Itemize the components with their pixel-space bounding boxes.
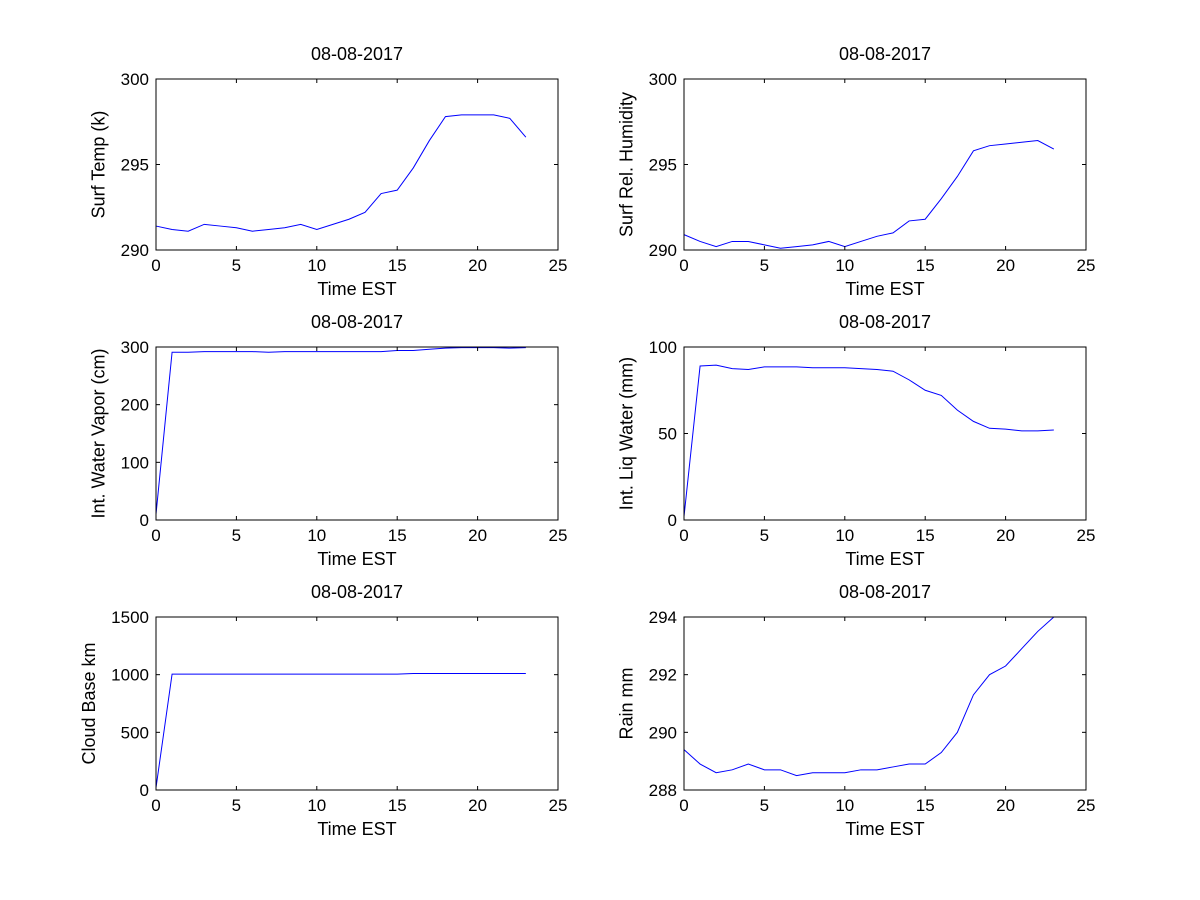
chart-title: 08-08-2017 <box>311 312 403 332</box>
x-tick-label: 15 <box>916 796 935 815</box>
x-tick-label: 20 <box>996 796 1015 815</box>
chart-title: 08-08-2017 <box>311 44 403 64</box>
x-tick-label: 20 <box>468 526 487 545</box>
y-tick-label: 100 <box>121 453 149 472</box>
subplot-4: 08-08-2017 0 5 10 15 20 25 0 50 100 Time EST Int. L… <box>617 312 1096 569</box>
x-tick-label: 20 <box>468 796 487 815</box>
y-tick-label: 290 <box>649 723 677 742</box>
axes-frame <box>155 346 559 521</box>
x-tick-label: 0 <box>679 796 688 815</box>
y-tick-label: 300 <box>121 338 149 357</box>
y-tick-label: 1500 <box>111 608 149 627</box>
x-tick-label: 25 <box>1077 796 1096 815</box>
x-tick-label: 10 <box>307 526 326 545</box>
x-tick-label: 5 <box>232 256 241 275</box>
x-axis-label: Time EST <box>317 279 396 299</box>
x-tick-label: 15 <box>388 256 407 275</box>
series-line <box>683 140 1055 249</box>
y-tick-label: 100 <box>649 338 677 357</box>
x-tick-label: 25 <box>549 256 568 275</box>
x-tick-label: 15 <box>388 526 407 545</box>
y-axis-label: Surf Rel. Humidity <box>617 92 637 237</box>
x-tick-label: 25 <box>549 796 568 815</box>
axes-frame <box>683 78 1087 251</box>
x-tick-label: 10 <box>835 796 854 815</box>
x-axis-label: Time EST <box>845 279 924 299</box>
y-tick-label: 290 <box>121 241 149 260</box>
subplot-2: 08-08-2017 0 5 10 15 20 25 290 295 300 Time EST Sur… <box>617 44 1096 299</box>
y-axis-label: Int. Liq Water (mm) <box>617 357 637 510</box>
x-tick-label: 15 <box>916 526 935 545</box>
x-tick-label: 25 <box>1077 526 1096 545</box>
x-tick-label: 10 <box>835 526 854 545</box>
subplot-5: 08-08-2017 0 5 10 15 20 25 0 500 1000 1500 Time EST… <box>79 582 567 839</box>
axes-frame <box>155 78 559 251</box>
x-tick-label: 20 <box>996 256 1015 275</box>
x-axis-label: Time EST <box>845 819 924 839</box>
x-tick-label: 15 <box>388 796 407 815</box>
x-tick-label: 5 <box>760 526 769 545</box>
x-tick-label: 10 <box>835 256 854 275</box>
x-tick-label: 5 <box>760 796 769 815</box>
x-tick-label: 0 <box>679 526 688 545</box>
y-axis-label: Surf Temp (k) <box>89 111 109 219</box>
series-line <box>155 114 527 232</box>
x-axis-label: Time EST <box>317 549 396 569</box>
subplot-6: 08-08-2017 0 5 10 15 20 25 288 290 292 294 Time EST… <box>617 582 1096 839</box>
x-tick-label: 5 <box>232 796 241 815</box>
y-axis-label: Int. Water Vapor (cm) <box>89 348 109 518</box>
y-tick-label: 292 <box>649 666 677 685</box>
chart-title: 08-08-2017 <box>839 582 931 602</box>
x-tick-label: 5 <box>232 526 241 545</box>
subplot-1: 08-08-2017 0 5 10 15 20 25 290 295 300 Time EST Sur… <box>89 44 568 299</box>
x-tick-label: 0 <box>151 796 160 815</box>
x-axis-label: Time EST <box>845 549 924 569</box>
y-tick-label: 0 <box>668 511 677 530</box>
x-tick-label: 10 <box>307 256 326 275</box>
series-line <box>683 616 1055 777</box>
axes-frame <box>683 346 1087 521</box>
x-tick-label: 20 <box>996 526 1015 545</box>
subplot-3: 08-08-2017 0 5 10 15 20 25 0 100 200 300 Time EST In… <box>89 312 568 569</box>
x-axis-label: Time EST <box>317 819 396 839</box>
y-tick-label: 290 <box>649 241 677 260</box>
y-tick-label: 294 <box>649 608 677 627</box>
x-tick-label: 25 <box>1077 256 1096 275</box>
x-tick-label: 15 <box>916 256 935 275</box>
y-tick-label: 500 <box>121 723 149 742</box>
y-tick-label: 0 <box>140 781 149 800</box>
chart-title: 08-08-2017 <box>311 582 403 602</box>
x-tick-label: 25 <box>549 526 568 545</box>
axes-frame <box>683 616 1087 791</box>
x-tick-label: 5 <box>760 256 769 275</box>
x-tick-label: 10 <box>307 796 326 815</box>
x-tick-label: 0 <box>151 256 160 275</box>
x-tick-label: 0 <box>679 256 688 275</box>
y-tick-label: 295 <box>121 156 149 175</box>
y-tick-label: 50 <box>658 425 677 444</box>
series-line <box>683 364 1054 517</box>
chart-title: 08-08-2017 <box>839 44 931 64</box>
series-line <box>155 673 526 788</box>
y-axis-label: Cloud Base km <box>79 642 99 764</box>
y-tick-label: 295 <box>649 156 677 175</box>
y-tick-label: 300 <box>121 70 149 89</box>
y-tick-label: 1000 <box>111 666 149 685</box>
y-tick-label: 0 <box>140 511 149 530</box>
series-line <box>155 347 526 515</box>
x-tick-label: 0 <box>151 526 160 545</box>
y-axis-label: Rain mm <box>617 667 637 739</box>
y-tick-label: 288 <box>649 781 677 800</box>
y-tick-label: 300 <box>649 70 677 89</box>
axes-frame <box>155 616 559 791</box>
x-tick-label: 20 <box>468 256 487 275</box>
chart-title: 08-08-2017 <box>839 312 931 332</box>
y-tick-label: 200 <box>121 396 149 415</box>
